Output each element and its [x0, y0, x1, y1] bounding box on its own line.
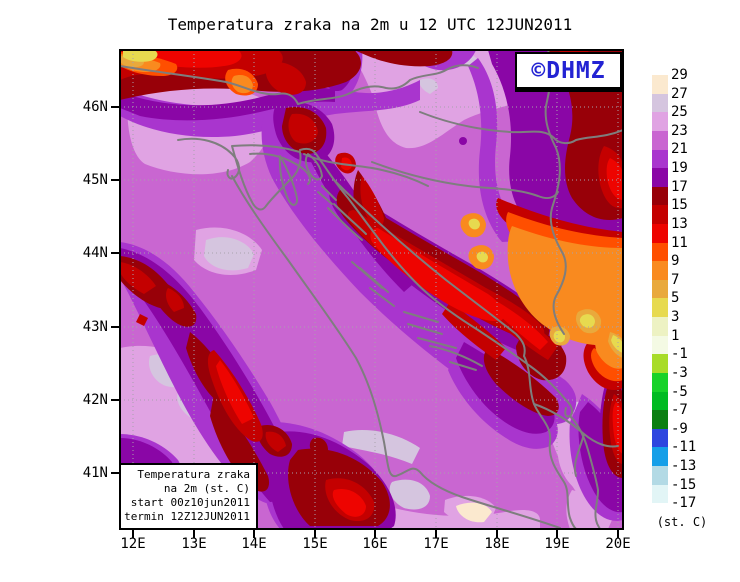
map-fill-area — [120, 50, 623, 529]
lon-label-13e: 13E — [181, 536, 207, 552]
lon-label-16e: 16E — [362, 536, 388, 552]
lat-label-43n: 43N — [82, 319, 108, 335]
legend-label: 27 — [671, 86, 688, 102]
legend-label: -15 — [671, 477, 697, 493]
legend-label: 19 — [671, 160, 688, 176]
lat-label-41n: 41N — [82, 465, 108, 481]
axis-ticks — [111, 106, 619, 538]
legend-label: -11 — [671, 439, 697, 455]
legend-swatch — [652, 75, 668, 94]
legend-label: 9 — [671, 253, 680, 269]
legend-swatch — [652, 186, 668, 206]
info-line: Temperatura zraka — [137, 468, 250, 481]
legend-swatch — [652, 466, 668, 485]
legend-swatch — [652, 149, 668, 169]
info-line: termin 12Z12JUN2011 — [124, 510, 250, 523]
legend-swatch — [652, 298, 668, 318]
dhmz-logo-badge: ©DHMZ — [515, 52, 623, 92]
legend-swatch — [652, 391, 668, 411]
legend-swatch — [652, 317, 668, 336]
legend-label: 15 — [671, 197, 688, 213]
legend-label: 7 — [671, 272, 680, 288]
legend-label: -3 — [671, 365, 688, 381]
legend-label: 23 — [671, 123, 688, 139]
legend-swatch — [652, 168, 668, 187]
legend-label: 13 — [671, 216, 688, 232]
legend-swatch — [652, 410, 668, 429]
legend-label: -1 — [671, 346, 688, 362]
legend-label: 21 — [671, 141, 688, 157]
lat-label-42n: 42N — [82, 392, 108, 408]
dhmz-logo-text: ©DHMZ — [531, 57, 606, 84]
map-frame — [119, 49, 624, 530]
legend-swatch — [652, 279, 668, 299]
info-line: na 2m (st. C) — [163, 482, 250, 495]
fill-layer-yellow — [123, 50, 623, 353]
legend-swatch — [652, 130, 668, 150]
legend-label: 11 — [671, 235, 688, 251]
legend-swatch — [652, 261, 668, 280]
coastline-border-lines — [120, 50, 623, 529]
lon-label-15e: 15E — [302, 536, 328, 552]
legend-swatch — [652, 428, 668, 448]
lon-label-12e: 12E — [120, 536, 146, 552]
lon-label-14e: 14E — [241, 536, 267, 552]
legend-swatch — [652, 447, 668, 466]
legend-label: 5 — [671, 290, 680, 306]
legend-label: 25 — [671, 104, 688, 120]
legend-swatch — [652, 242, 668, 262]
legend-label: -7 — [671, 402, 688, 418]
forecast-info-box: Temperatura zraka na 2m (st. C) start 00… — [119, 463, 258, 530]
lat-label-44n: 44N — [82, 245, 108, 261]
legend-label: 3 — [671, 309, 680, 325]
legend-label: -9 — [671, 421, 688, 437]
legend-swatch — [652, 335, 668, 355]
legend-label: -13 — [671, 458, 697, 474]
lat-label-46n: 46N — [82, 99, 108, 115]
legend-label: 1 — [671, 328, 680, 344]
page-title: Temperatura zraka na 2m u 12 UTC 12JUN20… — [167, 15, 573, 34]
legend-swatch — [652, 93, 668, 113]
lon-label-19e: 19E — [544, 536, 570, 552]
legend-swatch — [652, 484, 668, 504]
legend-swatch — [652, 205, 668, 224]
legend-swatch — [652, 112, 668, 131]
legend-swatch — [652, 354, 668, 373]
lon-label-17e: 17E — [423, 536, 449, 552]
info-line: start 00z10jun2011 — [130, 496, 250, 509]
legend-swatch — [652, 372, 668, 392]
legend-label: 29 — [671, 67, 688, 83]
legend-label: 17 — [671, 179, 688, 195]
lon-label-18e: 18E — [484, 536, 510, 552]
legend-unit-label: (st. C) — [656, 515, 708, 529]
legend-swatch — [652, 223, 668, 243]
lon-label-20e: 20E — [605, 536, 631, 552]
lat-label-45n: 45N — [82, 172, 108, 188]
legend-label: -17 — [671, 495, 697, 511]
legend-label: -5 — [671, 384, 688, 400]
